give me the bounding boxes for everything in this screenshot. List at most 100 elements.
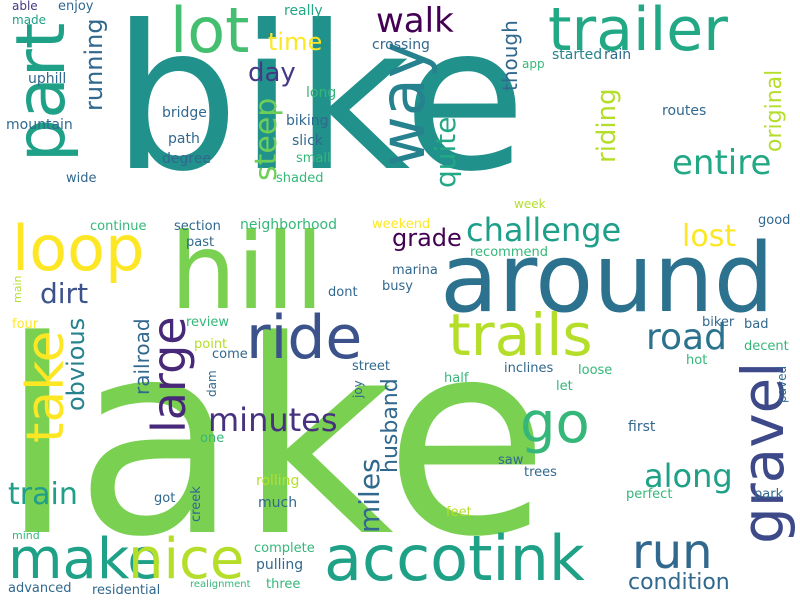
word-really: really <box>284 3 323 19</box>
word-creek: creek <box>189 486 204 522</box>
word-run: run <box>632 524 713 580</box>
word-three: three <box>266 577 301 592</box>
word-grade: grade <box>392 224 462 252</box>
word-road: road <box>646 317 727 358</box>
word-pulling: pulling <box>256 557 304 573</box>
word-time: time <box>268 28 323 56</box>
word-way: way <box>366 41 439 167</box>
word-routes: routes <box>662 103 707 119</box>
word-trees: trees <box>524 465 557 480</box>
word-app: app <box>522 57 545 71</box>
word-path: path <box>168 131 200 147</box>
word-park: park <box>754 487 784 502</box>
word-one: one <box>200 431 225 446</box>
word-shaded: shaded <box>276 171 324 186</box>
word-lost: lost <box>682 219 737 254</box>
word-entire: entire <box>672 143 772 183</box>
word-running: running <box>80 18 108 111</box>
word-biker: biker <box>702 315 735 330</box>
word-accotink: accotink <box>324 522 585 595</box>
word-make: make <box>8 527 162 592</box>
word-decent: decent <box>744 339 789 354</box>
word-inclines: inclines <box>504 361 554 376</box>
word-crossing: crossing <box>372 37 430 53</box>
word-train: train <box>8 477 78 512</box>
word-hill: hill <box>170 211 325 333</box>
word-street: street <box>352 359 391 374</box>
word-though: though <box>498 20 522 91</box>
word-realignment: realignment <box>190 579 251 590</box>
word-wide: wide <box>66 171 97 186</box>
word-residential: residential <box>92 583 161 598</box>
word-advanced: advanced <box>8 581 72 596</box>
word-along: along <box>644 457 733 495</box>
word-challenge: challenge <box>466 211 622 249</box>
word-perfect: perfect <box>626 487 673 502</box>
word-railroad: railroad <box>130 318 154 395</box>
word-lot: lot <box>170 0 250 67</box>
word-degree: degree <box>162 151 212 167</box>
word-nice: nice <box>128 527 245 592</box>
word-started: started <box>552 47 603 63</box>
word-quite: quite <box>429 116 462 188</box>
word-riding: riding <box>592 88 622 163</box>
word-trailer: trailer <box>548 0 728 65</box>
word-part: part <box>2 22 81 162</box>
word-let: let <box>556 379 573 394</box>
word-uphill: uphill <box>28 71 67 87</box>
word-dam: dam <box>205 370 219 397</box>
word-recommend: recommend <box>470 245 548 260</box>
word-point: point <box>194 337 228 352</box>
word-half: half <box>444 371 469 386</box>
word-loop: loop <box>12 212 145 285</box>
word-mountain: mountain <box>6 117 73 133</box>
word-minutes: minutes <box>208 401 338 439</box>
word-continue: continue <box>90 219 147 234</box>
word-husband: husband <box>378 378 403 473</box>
word-review: review <box>186 315 229 330</box>
word-bridge: bridge <box>162 105 207 121</box>
word-slick: slick <box>292 133 323 149</box>
word-saw: saw <box>498 453 524 468</box>
word-main: main <box>11 275 24 303</box>
word-joy: joy <box>351 380 365 398</box>
word-week: week <box>514 197 546 211</box>
word-four: four <box>12 317 39 332</box>
word-mind: mind <box>12 529 40 542</box>
word-go: go <box>520 391 590 456</box>
word-paved: paved <box>775 365 789 403</box>
word-enjoy: enjoy <box>58 0 94 14</box>
word-section: section <box>174 219 221 234</box>
word-dirt: dirt <box>40 277 89 310</box>
word-neighborhood: neighborhood <box>240 217 337 233</box>
word-hot: hot <box>686 353 708 368</box>
word-rolling: rolling <box>256 473 300 489</box>
word-obvious: obvious <box>62 317 90 411</box>
word-small: small <box>296 151 331 166</box>
word-busy: busy <box>382 279 413 294</box>
word-ride: ride <box>246 303 363 373</box>
word-biking: biking <box>286 113 329 129</box>
word-original: original <box>762 69 787 152</box>
word-bike: bike <box>112 0 527 216</box>
word-day: day <box>248 58 296 88</box>
word-long: long <box>306 85 337 101</box>
word-made: made <box>12 13 47 27</box>
word-come: come <box>212 347 248 362</box>
word-weekend: weekend <box>372 217 431 232</box>
word-first: first <box>628 419 656 435</box>
word-lake: lake <box>0 284 550 596</box>
word-complete: complete <box>254 541 315 556</box>
word-feet: feet <box>446 505 472 520</box>
word-steep: steep <box>249 97 284 181</box>
word-marina: marina <box>392 263 438 278</box>
word-past: past <box>186 235 215 250</box>
word-good: good <box>758 213 791 228</box>
word-rain: rain <box>604 47 632 63</box>
word-around: around <box>440 224 775 334</box>
word-bad: bad <box>744 317 769 332</box>
word-condition: condition <box>628 570 730 595</box>
word-able: able <box>12 0 38 13</box>
word-trails: trails <box>448 301 593 369</box>
